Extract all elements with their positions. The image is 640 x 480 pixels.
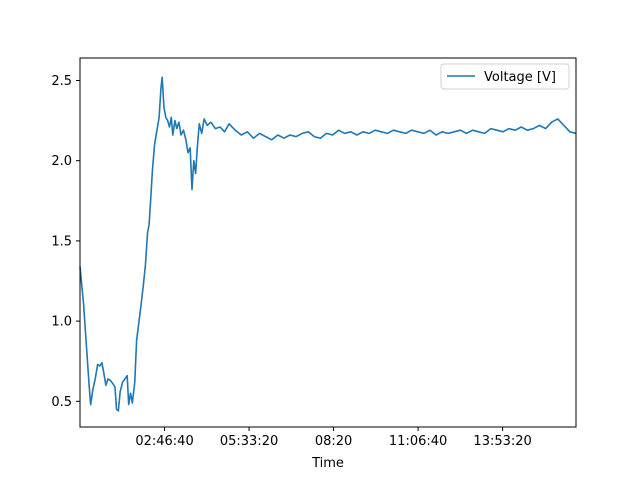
y-tick-label: 2.5: [51, 74, 72, 89]
x-tick-label: 08:20: [315, 434, 352, 449]
plot-area: [79, 76, 577, 412]
x-tick-label: 13:53:20: [473, 434, 531, 449]
legend-box: [440, 63, 570, 90]
x-tick-label: 05:33:20: [220, 434, 278, 449]
x-tick-label: 11:06:40: [389, 434, 447, 449]
axes-frame: [79, 57, 577, 428]
x-tick-label: 02:46:40: [135, 434, 193, 449]
y-tick-label: 1.5: [51, 234, 72, 249]
tick-group: 02:46:40 05:33:20 08:20 11:06:40 13:53:20 0.5…: [51, 74, 532, 449]
y-tick-label: 2.0: [51, 154, 72, 169]
legend-label: Voltage [V]: [484, 70, 556, 85]
series-line-0: [79, 76, 577, 412]
y-tick-label: 0.5: [51, 395, 72, 410]
x-axis-label: Time: [311, 456, 344, 471]
y-tick-label: 1.0: [51, 315, 72, 330]
legend: Voltage [V]: [440, 63, 570, 90]
